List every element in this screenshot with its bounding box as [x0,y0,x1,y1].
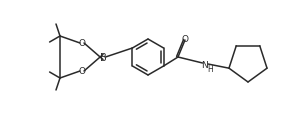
Text: O: O [181,35,189,44]
Text: O: O [79,67,86,76]
Text: B: B [100,53,106,62]
Text: O: O [79,39,86,48]
Text: H: H [207,65,213,74]
Text: N: N [202,60,208,69]
